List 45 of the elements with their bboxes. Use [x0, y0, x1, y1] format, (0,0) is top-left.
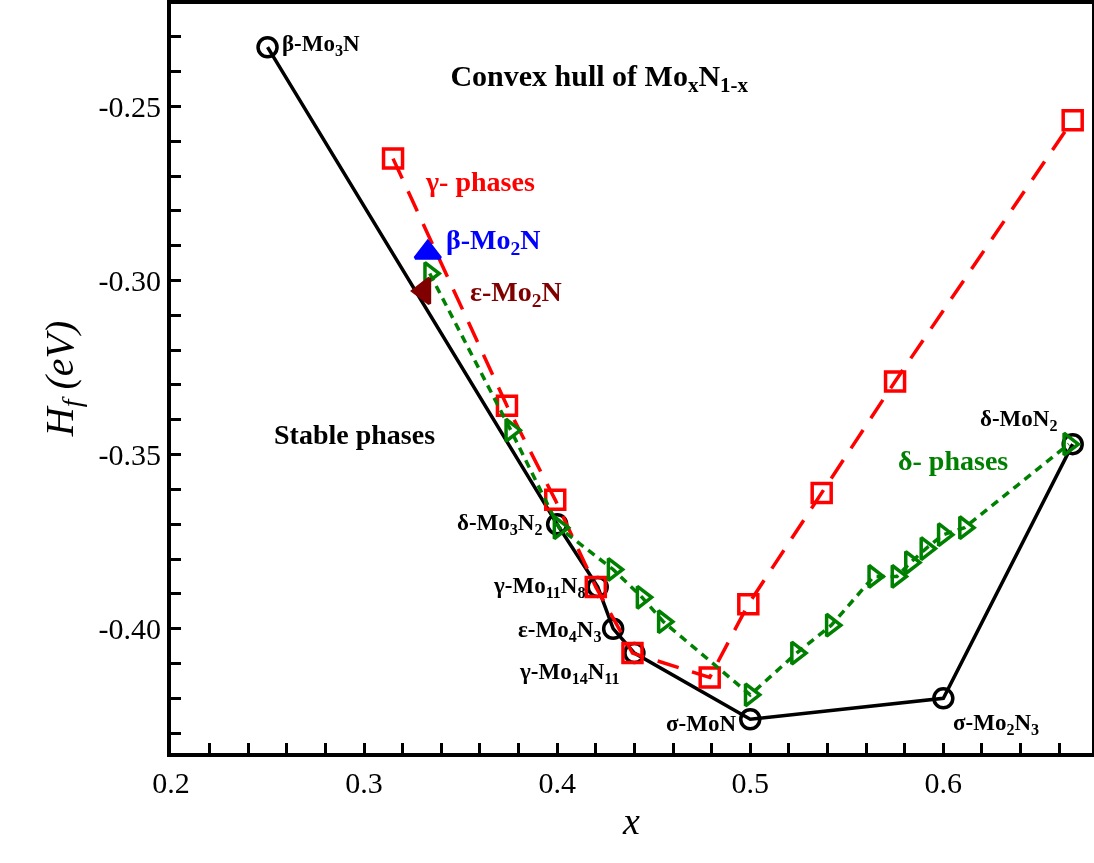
point: [743, 682, 762, 708]
series-label: β-Mo$_{2}$N: [446, 224, 541, 259]
point: [698, 666, 721, 689]
annotation: γ-Mo$_{14}$N$_{11}$: [519, 659, 620, 687]
point: [919, 535, 938, 562]
annotation: δ-MoN$_{2}$: [980, 406, 1058, 434]
annotation: β-Mo$_{3}$N: [282, 31, 361, 59]
x-tick-label: 0.2: [152, 766, 190, 799]
text: Convex hull of Mo$_{x}$N$_{1-x}$: [450, 58, 749, 97]
point: [737, 593, 760, 616]
annotation: δ-Mo$_{3}$N$_{2}$: [457, 510, 543, 538]
annotation: γ-Mo$_{11}$N$_{8}$: [493, 573, 586, 601]
y-tick-label: -0.25: [98, 89, 161, 123]
y-tick-label: -0.40: [98, 612, 161, 646]
point: [543, 488, 567, 512]
point: [635, 584, 654, 611]
point: [256, 35, 279, 59]
point: [552, 514, 571, 541]
point: [495, 394, 519, 418]
annotation: σ-Mo$_{2}$N$_{3}$: [953, 710, 1040, 738]
point: [606, 556, 625, 583]
point: [810, 481, 833, 505]
point: [890, 563, 909, 590]
x-tick-label: 0.4: [538, 766, 576, 799]
annotation: σ-MoN: [666, 711, 737, 736]
point: [867, 563, 886, 590]
point: [883, 370, 907, 393]
point: [824, 612, 843, 638]
point: [656, 609, 675, 635]
x-tick-label: 0.5: [731, 766, 769, 799]
x-axis-title: x: [622, 799, 641, 842]
point: [739, 707, 762, 731]
x-tick-label: 0.3: [345, 766, 383, 799]
y-tick-label: -0.35: [98, 438, 161, 472]
point: [381, 147, 405, 170]
y-tick-label: -0.30: [98, 263, 161, 297]
point: [936, 521, 955, 548]
series-label: γ- phases: [425, 166, 535, 197]
series-label: Stable phases: [274, 419, 436, 450]
x-tick-label: 0.6: [924, 766, 963, 799]
point: [601, 617, 625, 640]
annotation: ε-Mo$_{4}$N$_{3}$: [518, 617, 602, 645]
series-label: δ- phases: [898, 445, 1009, 476]
point: [932, 687, 955, 710]
series-label: ε-Mo$_{2}$N: [470, 276, 562, 311]
